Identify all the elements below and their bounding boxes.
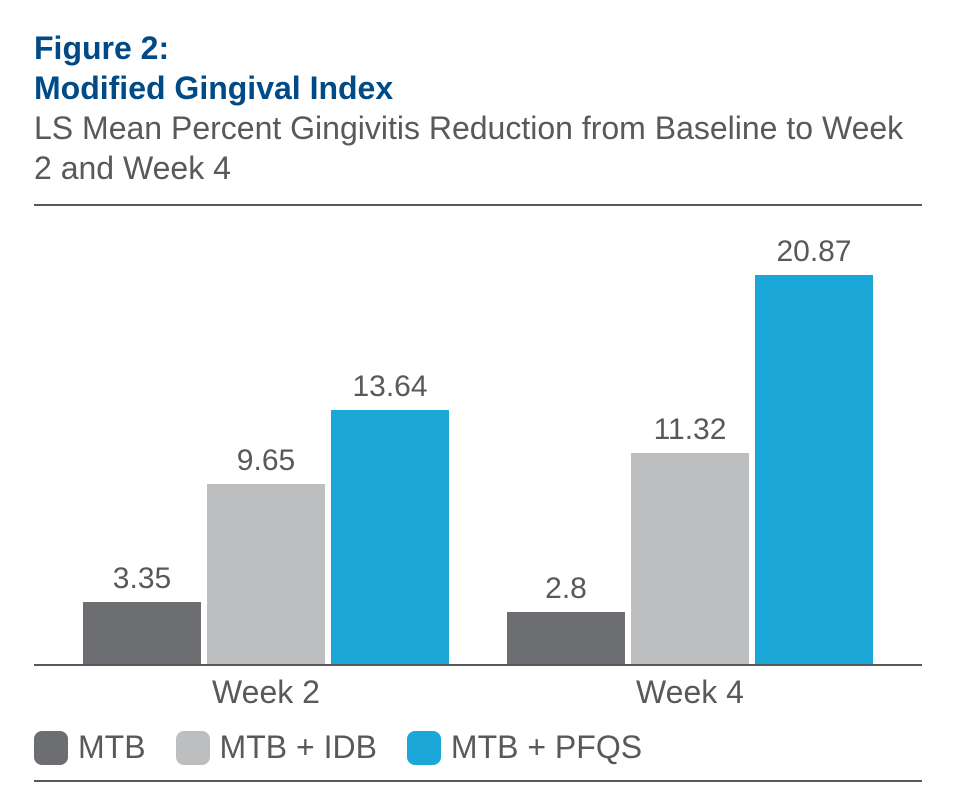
- bottom-rule: [34, 780, 922, 782]
- legend-swatch: [407, 731, 441, 765]
- bar-group: 3.35 9.65 13.64: [83, 370, 449, 664]
- bar: [755, 275, 873, 664]
- bar: [331, 410, 449, 664]
- figure-title: Modified Gingival Index: [34, 68, 922, 108]
- bar-wrapper: 3.35: [83, 562, 201, 664]
- legend-item: MTB + PFQS: [407, 729, 642, 766]
- x-axis-label: Week 4: [478, 674, 902, 711]
- legend-item: MTB: [34, 729, 146, 766]
- x-axis-labels: Week 2Week 4: [34, 666, 922, 729]
- bar: [83, 602, 201, 664]
- bar-wrapper: 11.32: [631, 413, 749, 664]
- legend-swatch: [34, 731, 68, 765]
- bar-value-label: 2.8: [545, 572, 587, 606]
- bar: [507, 612, 625, 664]
- figure-subtitle: LS Mean Percent Gingivitis Reduction fro…: [34, 108, 922, 200]
- bar-value-label: 9.65: [237, 444, 295, 478]
- x-axis-label: Week 2: [54, 674, 478, 711]
- bar: [207, 484, 325, 664]
- bar-wrapper: 13.64: [331, 370, 449, 664]
- bar-value-label: 3.35: [113, 562, 171, 596]
- legend: MTB MTB + IDB MTB + PFQS: [34, 729, 922, 780]
- legend-item: MTB + IDB: [176, 729, 377, 766]
- bar-wrapper: 2.8: [507, 572, 625, 664]
- figure-label: Figure 2:: [34, 28, 922, 68]
- bar-value-label: 11.32: [654, 413, 727, 447]
- bar-chart: 3.35 9.65 13.64 2.8 11.32 20.87: [34, 206, 922, 666]
- legend-swatch: [176, 731, 210, 765]
- bar-value-label: 13.64: [352, 370, 427, 404]
- bar: [631, 453, 749, 664]
- bar-group: 2.8 11.32 20.87: [507, 235, 873, 664]
- legend-label: MTB + PFQS: [451, 729, 642, 766]
- bar-value-label: 20.87: [776, 235, 851, 269]
- bar-wrapper: 20.87: [755, 235, 873, 664]
- legend-label: MTB: [78, 729, 146, 766]
- legend-label: MTB + IDB: [220, 729, 377, 766]
- figure-header: Figure 2: Modified Gingival Index LS Mea…: [34, 28, 922, 200]
- bar-wrapper: 9.65: [207, 444, 325, 664]
